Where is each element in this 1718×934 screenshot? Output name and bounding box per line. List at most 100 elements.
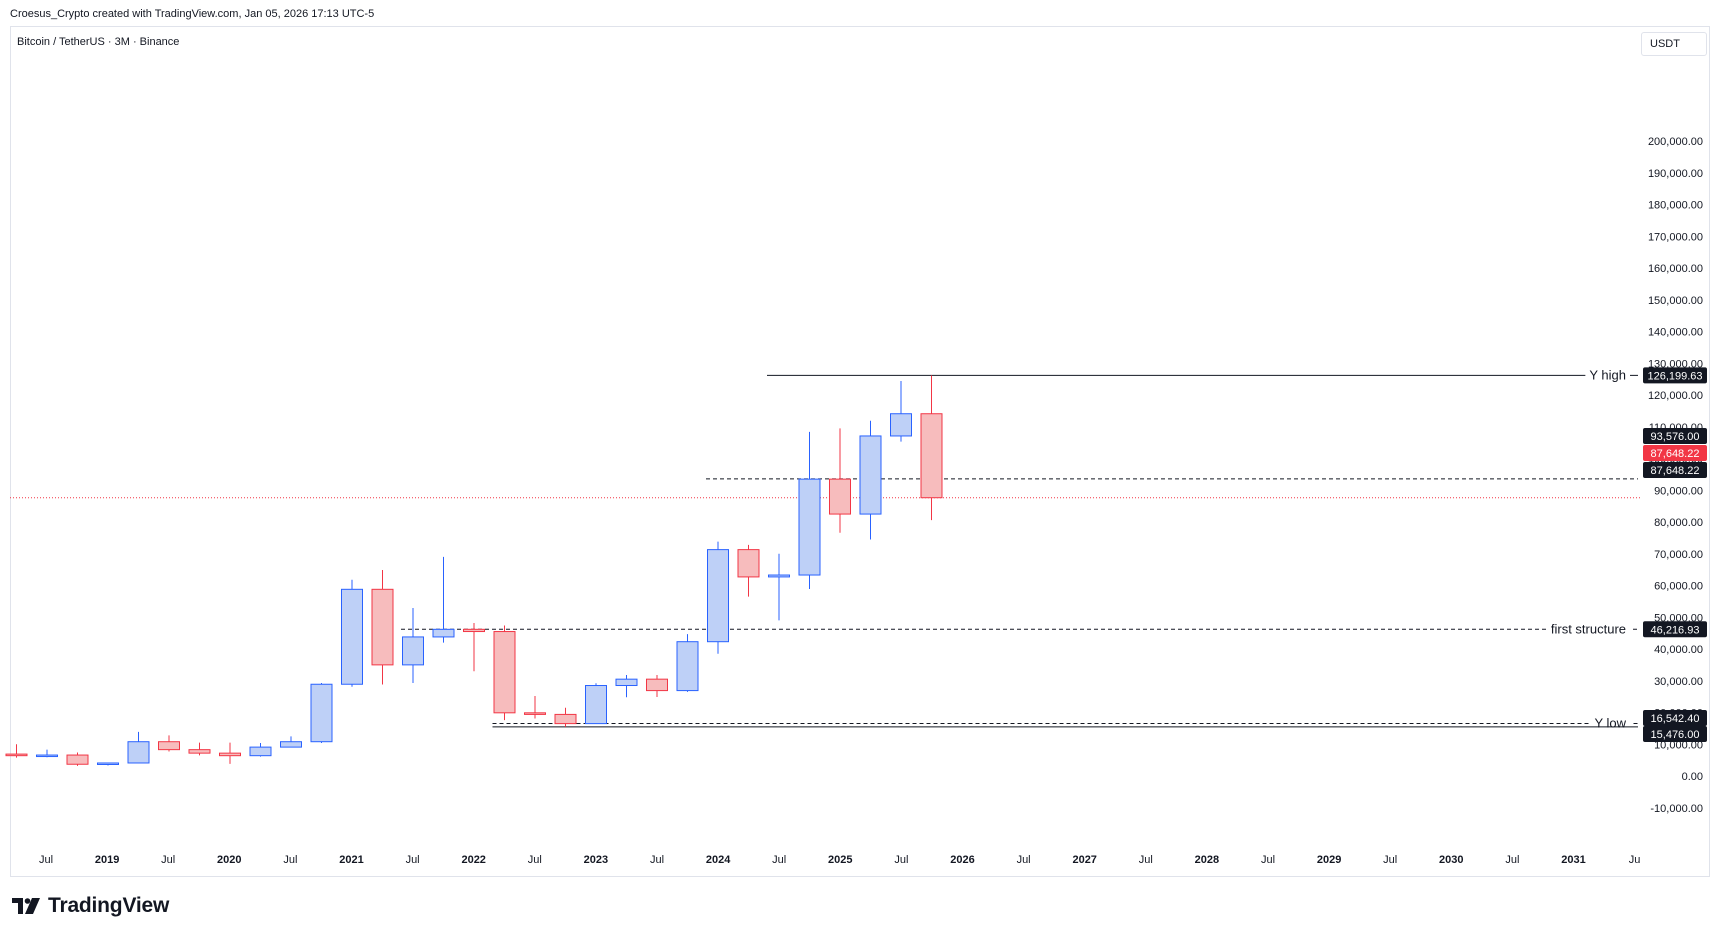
- y-tick-label: 30,000.00: [1654, 676, 1703, 688]
- current-price-tag-text: 87,648.22: [1651, 448, 1700, 460]
- level-label: Y high: [1589, 367, 1626, 382]
- candle-body: [402, 636, 424, 666]
- y-tick-label: 140,000.00: [1648, 327, 1703, 339]
- y-tick-label: 180,000.00: [1648, 200, 1703, 212]
- level-price-tag: 126,199.63: [1643, 367, 1707, 384]
- y-tick-label: -10,000.00: [1650, 803, 1703, 815]
- candle: [859, 420, 882, 540]
- x-tick-label: Jul: [161, 854, 175, 866]
- candle-body: [66, 754, 89, 765]
- current-price-tag-bg: [1643, 462, 1707, 478]
- currency-selector-button[interactable]: USDT: [1641, 32, 1707, 56]
- x-tick-label: Jul: [772, 854, 786, 866]
- candle-body: [920, 413, 943, 499]
- x-tick-label: Jul: [528, 854, 542, 866]
- candle-body: [432, 628, 455, 638]
- candle: [890, 381, 912, 442]
- y-tick-label: 120,000.00: [1648, 390, 1703, 402]
- x-tick-label: 2021: [339, 854, 363, 866]
- y-tick-label: 90,000.00: [1654, 485, 1703, 497]
- y-tick-label: 160,000.00: [1648, 263, 1703, 275]
- candle-body: [310, 683, 333, 743]
- price-axis: 200,000.00 190,000.00 180,000.00 170,000.00…: [1648, 136, 1703, 815]
- candle-body: [615, 678, 638, 687]
- x-tick-label: Jul: [1139, 854, 1153, 866]
- candle: [524, 695, 546, 719]
- candle-body: [798, 478, 821, 576]
- level-price-tag-bg: [1643, 621, 1707, 638]
- candle-body: [676, 641, 699, 692]
- candle: [158, 735, 180, 752]
- current-price-tag-bg: [1643, 445, 1707, 461]
- x-tick-label: Jul: [283, 854, 297, 866]
- y-tick-label: 190,000.00: [1648, 168, 1703, 180]
- candle-body: [493, 631, 516, 714]
- candle: [554, 707, 577, 727]
- candle-body: [36, 754, 58, 758]
- candle-body: [188, 749, 211, 754]
- x-tick-label: 2023: [584, 854, 608, 866]
- x-tick-label: Ju: [1629, 854, 1641, 866]
- symbol-title[interactable]: Bitcoin / TetherUS · 3M · Binance: [17, 36, 180, 48]
- candle: [493, 625, 516, 721]
- x-tick-label: 2026: [950, 854, 974, 866]
- candle: [463, 622, 485, 672]
- candle: [707, 541, 729, 654]
- candle: [36, 749, 58, 758]
- x-tick-label: 2028: [1195, 854, 1219, 866]
- candle: [310, 682, 333, 743]
- candle-body: [280, 741, 302, 748]
- time-axis: Jul 2019 Jul 2020 Jul 2021 Jul 2022 Jul 2023 Jul 20…: [39, 854, 1640, 866]
- y-tick-label: 170,000.00: [1648, 231, 1703, 243]
- price-tags: 126,199.63 93,576.00 46,216.93 16,542.40 15,…: [1643, 367, 1707, 742]
- x-tick-label: Jul: [1505, 854, 1519, 866]
- candle: [615, 675, 638, 698]
- candle: [97, 762, 119, 766]
- level-price-tag: 93,576.00: [1643, 428, 1707, 444]
- candle-body: [127, 741, 150, 764]
- x-tick-label: 2019: [95, 854, 119, 866]
- level-price-tag-text: 93,576.00: [1651, 431, 1700, 443]
- candle: [676, 634, 699, 692]
- candle: [646, 675, 668, 697]
- candle-body: [737, 549, 760, 578]
- tradingview-logo-text: TradingView: [48, 894, 170, 917]
- level-label-bg: [1585, 366, 1630, 384]
- level-price-tag-bg: [1643, 710, 1707, 726]
- candle: [920, 375, 943, 521]
- level-price-tag: 46,216.93: [1643, 621, 1707, 638]
- level-price-tag-text: 16,542.40: [1651, 713, 1700, 725]
- y-tick-label: 150,000.00: [1648, 295, 1703, 307]
- candle: [188, 742, 211, 756]
- candle-body: [249, 746, 272, 757]
- candle: [585, 683, 607, 725]
- candle: [219, 742, 241, 764]
- x-tick-label: 2030: [1439, 854, 1463, 866]
- candle: [127, 731, 150, 764]
- candle-body: [585, 685, 607, 725]
- candle-body: [463, 628, 485, 633]
- candle: [5, 744, 28, 758]
- candle: [402, 608, 424, 683]
- level-price-tag-text: 46,216.93: [1651, 624, 1700, 636]
- candle-body: [829, 478, 851, 515]
- x-tick-label: 2027: [1072, 854, 1096, 866]
- x-tick-label: Jul: [1017, 854, 1031, 866]
- y-tick-label: 70,000.00: [1654, 549, 1703, 561]
- candle-body: [371, 588, 394, 666]
- y-tick-label: 200,000.00: [1648, 136, 1703, 148]
- x-tick-label: Jul: [1383, 854, 1397, 866]
- candle-body: [341, 588, 363, 685]
- x-tick-label: Jul: [39, 854, 53, 866]
- x-tick-label: Jul: [1261, 854, 1275, 866]
- candle: [432, 556, 455, 643]
- candle-body: [158, 741, 180, 751]
- x-tick-label: 2029: [1317, 854, 1341, 866]
- chart-credit: Croesus_Crypto created with TradingView.…: [10, 8, 375, 20]
- candle: [798, 431, 821, 589]
- y-tick-label: 40,000.00: [1654, 644, 1703, 656]
- y-tick-label: 60,000.00: [1654, 581, 1703, 593]
- tradingview-logo[interactable]: TradingView: [12, 894, 169, 918]
- candle-body: [524, 712, 546, 715]
